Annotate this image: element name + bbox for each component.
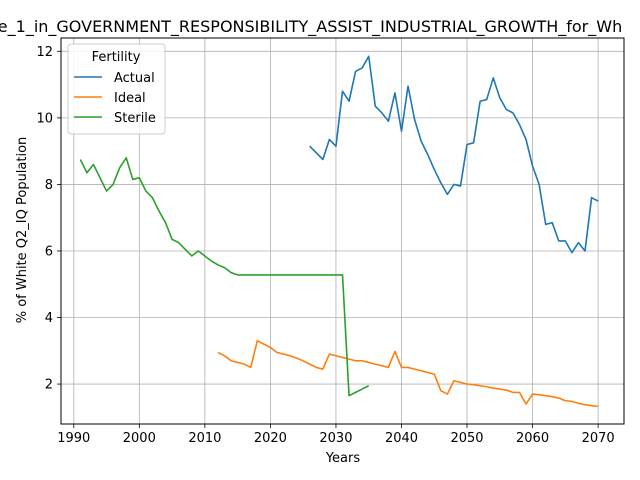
- x-tick-label: 2030: [319, 431, 352, 446]
- y-tick-label: 2: [45, 378, 53, 393]
- legend-label-ideal: Ideal: [114, 91, 146, 106]
- x-tick-label: 2040: [385, 431, 418, 446]
- plot-area: [60, 37, 625, 425]
- legend-label-sterile: Sterile: [114, 111, 156, 126]
- y-tick-label: 10: [36, 111, 53, 126]
- grid: [61, 38, 624, 424]
- legend-items: Actual Ideal Sterile: [74, 71, 156, 126]
- x-tick-label: 2020: [254, 431, 287, 446]
- series-line-sterile: [79, 156, 370, 397]
- legend: Fertility Actual Ideal Sterile: [67, 43, 166, 135]
- x-tick-label: 2060: [516, 431, 549, 446]
- x-tick-label: 2070: [582, 431, 615, 446]
- y-axis-label: % of White Q2_IQ Population: [15, 137, 30, 324]
- x-tick-label: 2050: [450, 431, 483, 446]
- axis-ticks: 1990 2000 2010 2020 2030 2040 2050 2060 2070 2 4 6 8…: [36, 45, 614, 446]
- x-tick-label: 2010: [188, 431, 221, 446]
- series-layer: [79, 55, 599, 408]
- x-tick-label: 1990: [57, 431, 90, 446]
- legend-label-actual: Actual: [114, 71, 155, 86]
- series-line-ideal: [217, 340, 599, 408]
- y-tick-label: 8: [45, 178, 53, 193]
- legend-title: Fertility: [92, 50, 141, 65]
- y-tick-label: 6: [45, 244, 53, 259]
- x-axis-label: Years: [325, 451, 361, 466]
- chart-title: e_1_in_GOVERNMENT_RESPONSIBILITY_ASSIST_…: [0, 17, 622, 37]
- y-tick-label: 12: [36, 45, 53, 60]
- x-tick-label: 2000: [123, 431, 156, 446]
- y-tick-label: 4: [45, 311, 53, 326]
- legend-box: [67, 43, 166, 135]
- series-line-actual: [309, 55, 599, 254]
